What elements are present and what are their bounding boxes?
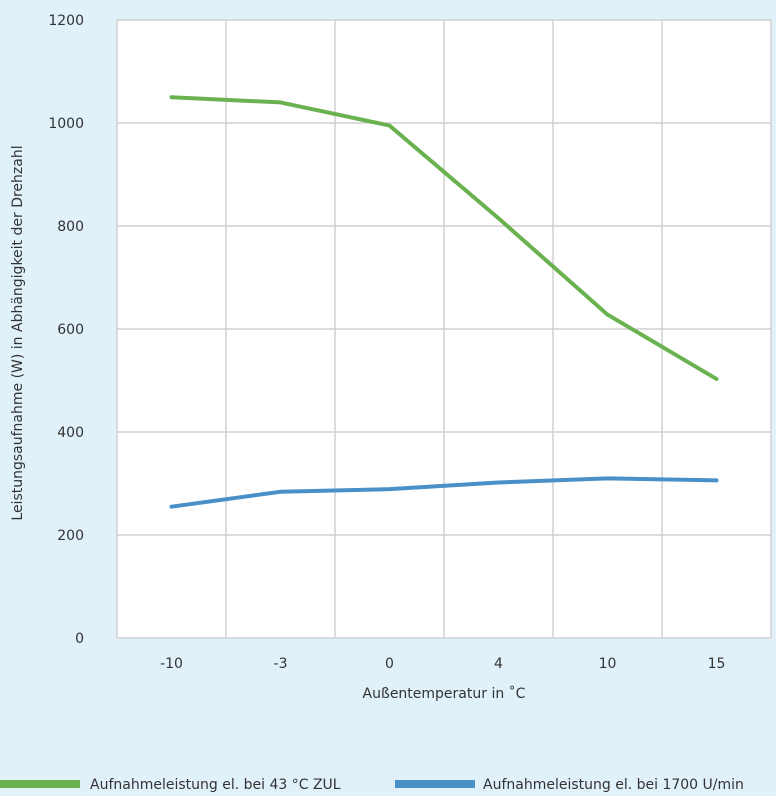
- legend-label: Aufnahmeleistung el. bei 1700 U/min: [483, 777, 744, 793]
- x-axis-title: Außentemperatur in ˚C: [363, 685, 526, 702]
- y-tick-label: 800: [57, 219, 84, 235]
- x-tick-label: -10: [160, 656, 183, 672]
- grid: [116, 19, 772, 639]
- y-tick-labels: 0 200 400 600 800 1000 1200: [48, 13, 84, 647]
- x-tick-label: 4: [494, 656, 503, 672]
- series-lines: [169, 95, 719, 509]
- y-tick-label: 1000: [48, 116, 84, 132]
- legend-label: Aufnahmeleistung el. bei 43 °C ZUL: [90, 777, 341, 793]
- legend: Aufnahmeleistung el. bei 43 °C ZUL Aufnah…: [0, 777, 744, 793]
- x-tick-label: 10: [599, 656, 617, 672]
- x-tick-label: 15: [708, 656, 726, 672]
- y-tick-label: 0: [75, 631, 84, 647]
- y-tick-label: 400: [57, 425, 84, 441]
- y-tick-label: 200: [57, 528, 84, 544]
- series-line-2: [169, 476, 719, 509]
- series-line-1: [169, 95, 719, 381]
- legend-swatch: [0, 780, 80, 788]
- y-tick-label: 600: [57, 322, 84, 338]
- legend-swatch: [395, 780, 475, 788]
- x-tick-labels: -10 -3 0 4 10 15: [160, 656, 725, 672]
- y-axis-title: Leistungsaufnahme (W) in Abhängigkeit de…: [10, 145, 26, 520]
- x-tick-label: 0: [385, 656, 394, 672]
- x-tick-label: -3: [274, 656, 288, 672]
- y-tick-label: 1200: [48, 13, 84, 29]
